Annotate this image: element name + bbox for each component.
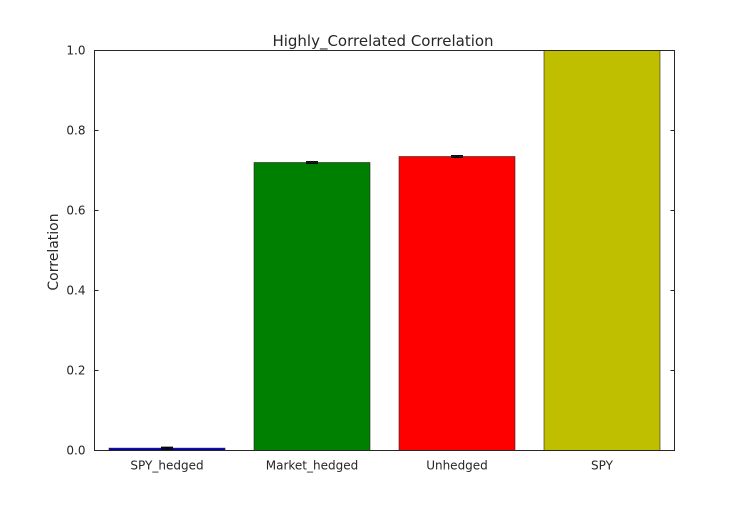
y-tick-label: 0.4: [66, 284, 85, 298]
plot-frame: [94, 50, 675, 451]
bar-market-hedged: [253, 162, 371, 451]
bar-unhedged: [398, 156, 516, 451]
bar-spy: [543, 50, 661, 451]
x-axis-ticks: SPY_hedged Market_hedged Unhedged SPY: [130, 459, 613, 473]
x-tick-label: SPY: [591, 459, 614, 473]
y-tick-label: 0.8: [66, 124, 85, 138]
error-bar-market-hedged: [306, 161, 318, 164]
x-tick-label: Unhedged: [426, 459, 488, 473]
y-tick-label: 0.6: [66, 204, 85, 218]
x-tick-label: Market_hedged: [266, 459, 358, 473]
error-bars-group: [161, 155, 463, 450]
y-tick-label: 0.0: [66, 444, 85, 458]
y-tick-label: 0.2: [66, 364, 85, 378]
bars-group: [108, 50, 661, 451]
y-tick-label: 1.0: [66, 44, 85, 58]
error-bar-spy-hedged: [161, 446, 173, 450]
chart-title: Highly_Correlated Correlation: [272, 32, 493, 51]
error-bar-unhedged: [451, 155, 463, 158]
x-tick-label: SPY_hedged: [130, 459, 203, 473]
y-axis-label: Correlation: [46, 213, 62, 290]
